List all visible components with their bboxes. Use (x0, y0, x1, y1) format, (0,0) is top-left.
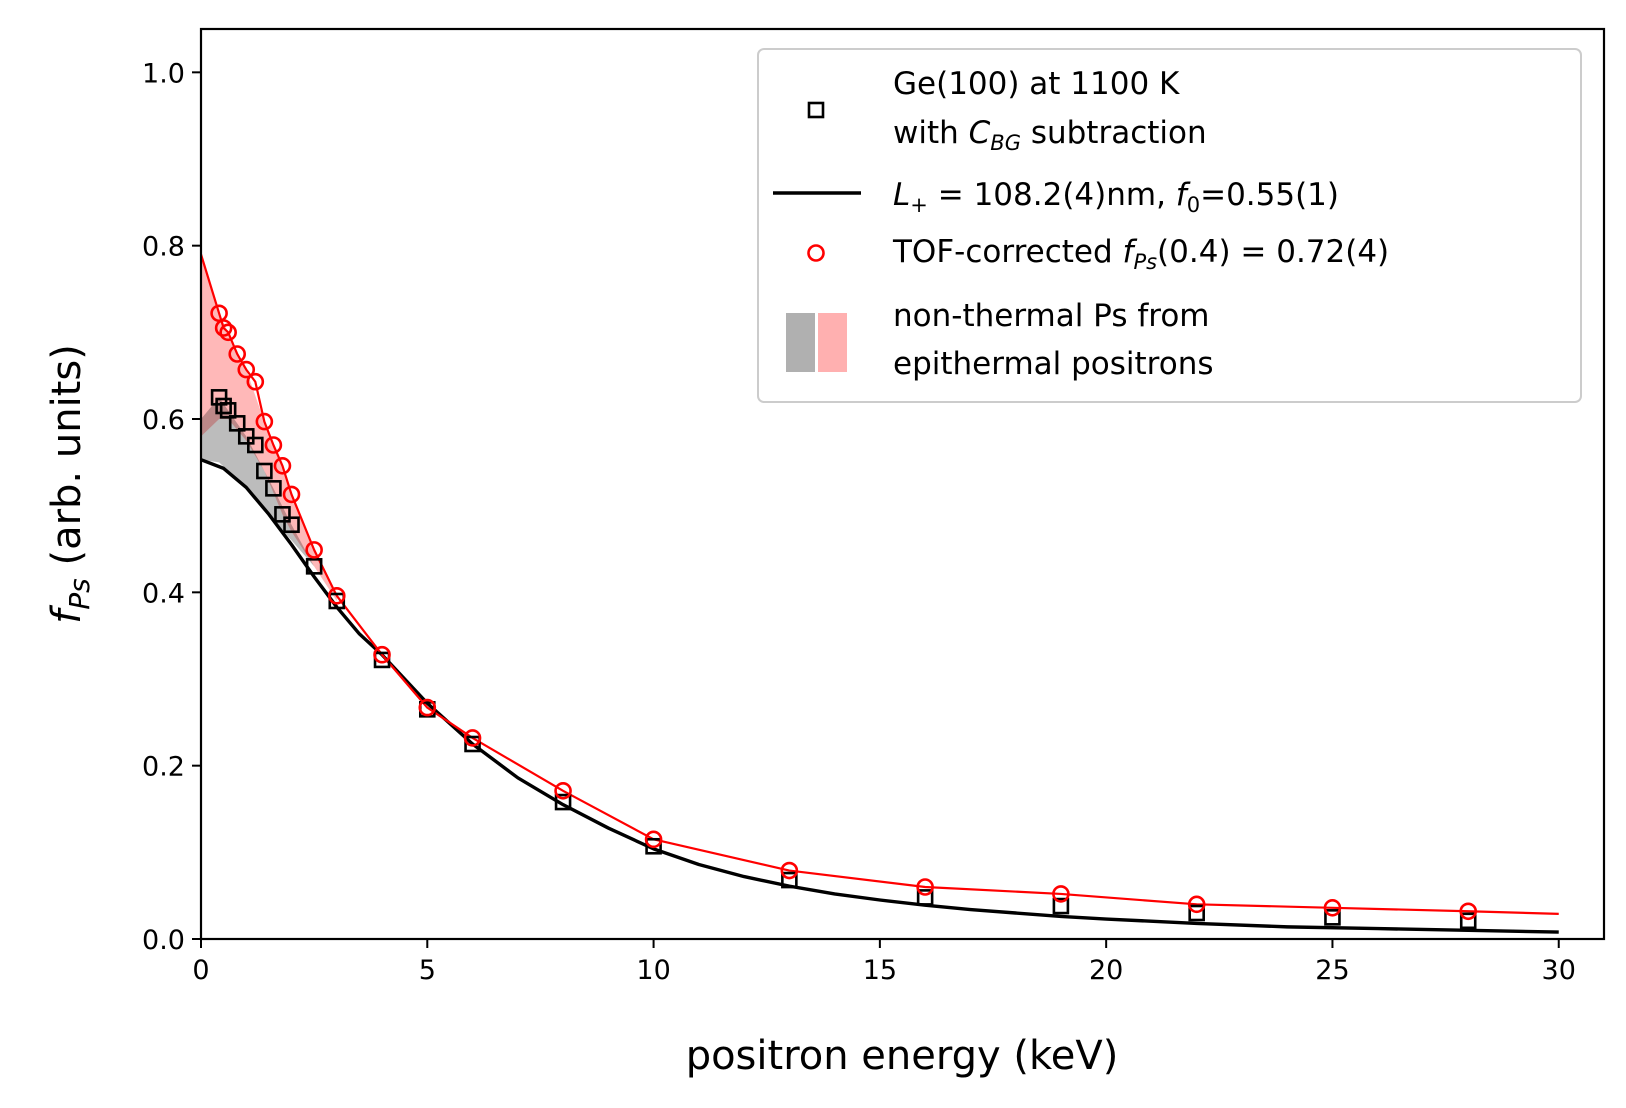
x-tick-label: 10 (636, 955, 670, 986)
data-point-square (265, 480, 282, 497)
legend-label-part: Ps (1133, 250, 1157, 274)
legend-label-part: =0.55(1) (1200, 177, 1339, 213)
data-point-square (916, 889, 934, 906)
legend-label: TOF-corrected fPs(0.4) = 0.72(4) (892, 234, 1389, 274)
y-tick-label: 0.8 (142, 232, 185, 263)
data-point-square (1324, 909, 1341, 926)
legend-label-part: Ge(100) at 1100 K (893, 66, 1180, 102)
data-point-square (210, 389, 228, 406)
data-point-circle (418, 698, 437, 717)
data-point-square (645, 837, 662, 855)
y-tick-label: 0.6 (142, 405, 185, 436)
data-point-circle (644, 830, 663, 849)
y-tick-label: 1.0 (142, 58, 185, 89)
data-point-square (228, 415, 246, 432)
y-axis-title-sub: Ps (63, 578, 96, 609)
x-tick-label: 25 (1315, 955, 1349, 986)
markers-layer (210, 304, 1478, 930)
data-point-square (237, 428, 255, 445)
legend-label-part: (0.4) = 0.72(4) (1157, 234, 1389, 270)
y-tick-label: 0.0 (142, 925, 185, 956)
legend-label-part: + (910, 193, 928, 217)
legend-label: with CBG subtraction (893, 115, 1207, 155)
fit-line (201, 458, 1559, 934)
legend-label: Ge(100) at 1100 K (893, 66, 1180, 102)
y-tick-label: 0.2 (142, 752, 185, 783)
data-point-square (256, 462, 273, 480)
legend-label-part: with (893, 115, 969, 151)
x-tick-label: 5 (419, 955, 436, 986)
data-point-circle (264, 436, 283, 454)
bands-layer (201, 254, 337, 602)
data-point-square (554, 793, 572, 811)
x-tick-label: 30 (1542, 955, 1576, 986)
data-point-square (1459, 912, 1477, 930)
legend-label-part: non-thermal Ps from (893, 298, 1209, 334)
legend-label-part: 0 (1187, 193, 1200, 217)
data-point-square (283, 516, 300, 534)
data-point-circle (305, 541, 323, 559)
x-tick-label: 20 (1089, 955, 1123, 986)
x-tick-label: 0 (192, 955, 209, 986)
data-point-circle (916, 878, 934, 896)
lines-layer (201, 254, 1559, 934)
data-point-circle (373, 645, 391, 664)
legend-label: non-thermal Ps from (893, 298, 1209, 334)
data-point-circle (219, 323, 237, 342)
tof-line (201, 254, 1559, 915)
data-point-square (219, 402, 237, 419)
legend: Ge(100) at 1100 K with CBG subtraction L+ … (757, 48, 1582, 403)
data-point-square (305, 558, 323, 575)
data-point-square (274, 506, 291, 523)
data-point-circle (780, 861, 799, 880)
legend-band-gray-icon (786, 313, 815, 372)
data-point-circle (255, 412, 274, 431)
legend-label-part: L (893, 177, 910, 213)
legend-label: epithermal positrons (893, 346, 1214, 382)
plot-frame (199, 27, 1606, 941)
x-axis: 0 5 10 15 20 25 30 (192, 939, 1576, 986)
legend-label-part: subtraction (1021, 115, 1207, 151)
data-point-circle (282, 485, 301, 504)
data-point-circle (327, 586, 346, 605)
data-point-circle (1459, 902, 1478, 921)
band-gray (201, 397, 337, 601)
legend-label-part: C (969, 115, 991, 151)
data-point-circle (554, 781, 572, 800)
legend-label-part: epithermal positrons (893, 346, 1214, 382)
data-point-circle (1323, 898, 1342, 917)
y-tick-label: 0.4 (142, 578, 185, 609)
y-axis-title: fPs (arb. units) (44, 344, 96, 624)
y-axis: 0.0 0.2 0.4 0.6 0.8 1.0 (142, 58, 201, 956)
data-point-square (1188, 904, 1205, 922)
x-tick-label: 15 (863, 955, 897, 986)
legend-label-part: TOF-corrected (892, 234, 1123, 270)
data-point-square (464, 735, 481, 753)
data-point-circle (1187, 895, 1206, 914)
legend-band-red-icon (818, 313, 847, 372)
legend-box (757, 48, 1582, 403)
data-point-circle (237, 360, 256, 379)
data-point-square (781, 871, 798, 889)
legend-label: L+ = 108.2(4)nm, f0=0.55(1) (893, 177, 1339, 217)
data-point-circle (228, 345, 247, 363)
data-point-circle (1052, 885, 1070, 903)
data-point-square (247, 436, 264, 454)
data-point-circle (246, 372, 265, 391)
data-point-square (215, 397, 232, 415)
legend-label-part: = 108.2(4)nm, (928, 177, 1176, 213)
legend-label-part: BG (990, 131, 1021, 155)
data-point-square (1052, 897, 1070, 915)
data-point-circle (214, 319, 233, 337)
x-axis-title: positron energy (keV) (686, 1033, 1119, 1079)
legend-square-icon (807, 101, 825, 119)
legend-circle-icon (807, 244, 825, 262)
data-point-circle (273, 456, 292, 475)
data-point-circle (463, 729, 482, 747)
y-axis-title-rest: (arb. units) (44, 344, 90, 578)
